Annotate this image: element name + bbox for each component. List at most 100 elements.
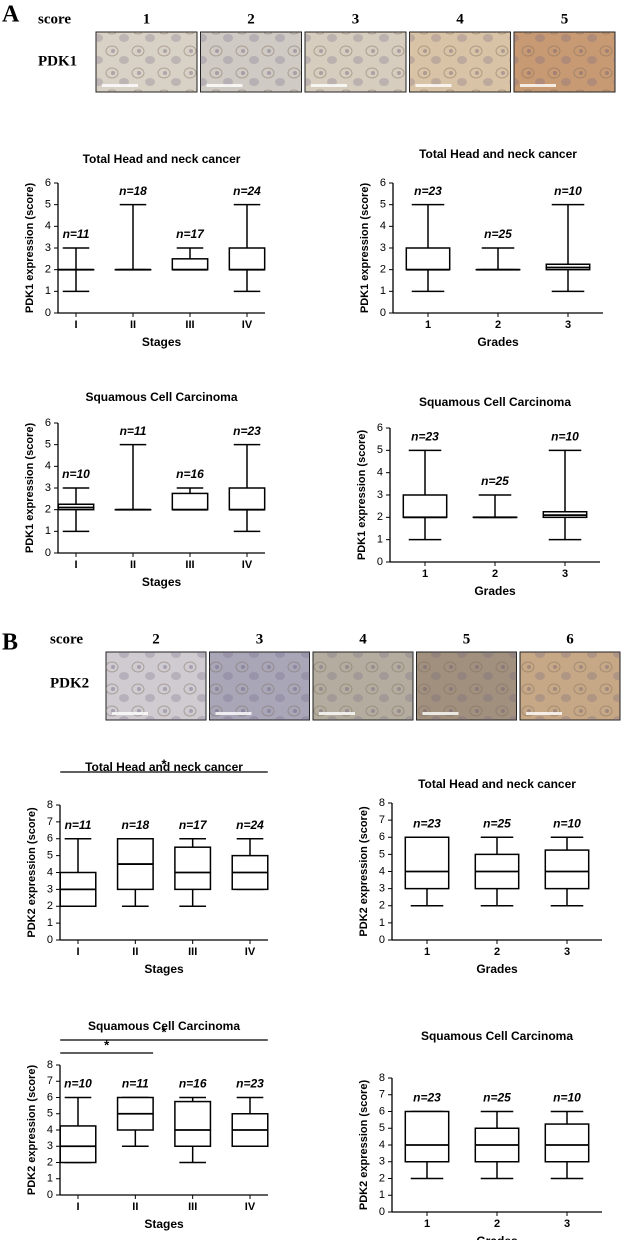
y-tick-label: 6 bbox=[379, 1105, 385, 1117]
score-label: 4 bbox=[456, 11, 464, 27]
y-axis-label: PDK2 expression (score) bbox=[26, 807, 38, 938]
chart-title: Total Head and neck cancer bbox=[419, 147, 577, 161]
scale-bar bbox=[112, 712, 148, 715]
y-tick-label: 5 bbox=[377, 444, 383, 456]
scale-bar bbox=[102, 84, 138, 87]
n-label: n=11 bbox=[122, 1077, 149, 1091]
x-axis-label: Grades bbox=[474, 584, 516, 598]
box bbox=[402, 494, 448, 519]
y-tick-label: 0 bbox=[380, 307, 386, 319]
y-tick-label: 2 bbox=[47, 900, 53, 912]
box bbox=[228, 247, 266, 271]
scale-bar bbox=[415, 84, 452, 87]
y-tick-label: 5 bbox=[45, 199, 51, 211]
y-tick-label: 4 bbox=[45, 460, 51, 472]
x-tick-label: III bbox=[188, 1201, 197, 1213]
x-tick-label: II bbox=[132, 1201, 138, 1213]
ihc-texture bbox=[416, 652, 517, 720]
n-label: n=17 bbox=[176, 227, 205, 241]
y-tick-label: 4 bbox=[377, 467, 383, 479]
x-axis-label: Stages bbox=[144, 962, 184, 976]
n-label: n=23 bbox=[414, 184, 442, 198]
score-label: 2 bbox=[152, 631, 160, 647]
y-tick-label: 1 bbox=[379, 917, 385, 929]
ihc-texture bbox=[520, 652, 620, 720]
score-label: 5 bbox=[561, 11, 569, 27]
n-label: n=16 bbox=[179, 1077, 207, 1091]
y-tick-label: 7 bbox=[379, 1089, 385, 1101]
x-tick-label: IV bbox=[245, 1201, 256, 1213]
x-tick-label: 3 bbox=[565, 319, 571, 331]
x-tick-label: I bbox=[76, 1201, 79, 1213]
x-tick-label: 3 bbox=[564, 946, 570, 958]
scale-bar bbox=[526, 712, 562, 715]
x-tick-label: IV bbox=[242, 319, 253, 331]
n-label: n=18 bbox=[119, 184, 147, 198]
y-tick-label: 8 bbox=[379, 797, 385, 809]
panel-label: B bbox=[2, 630, 18, 656]
x-tick-label: I bbox=[76, 946, 79, 958]
x-axis-label: Grades bbox=[477, 335, 519, 349]
y-tick-label: 6 bbox=[47, 1091, 53, 1103]
box-chart: Total Head and neck cancer 0 1 2 3 4 5 6 7 8 PDK2 … bbox=[26, 756, 269, 976]
y-tick-label: 3 bbox=[45, 242, 51, 254]
y-tick-label: 6 bbox=[379, 831, 385, 843]
y-tick-label: 5 bbox=[379, 1122, 385, 1134]
x-tick-label: III bbox=[185, 559, 194, 571]
x-tick-label: 3 bbox=[564, 1218, 570, 1230]
n-label: n=10 bbox=[553, 1091, 581, 1105]
y-tick-label: 1 bbox=[45, 285, 51, 297]
box bbox=[404, 1110, 450, 1163]
y-axis-label: PDK1 expression (score) bbox=[24, 423, 36, 554]
y-tick-label: 3 bbox=[379, 883, 385, 895]
score-label: 2 bbox=[247, 11, 255, 27]
n-label: n=11 bbox=[63, 227, 90, 241]
y-tick-label: 4 bbox=[45, 220, 51, 232]
score-header: score bbox=[50, 631, 83, 647]
y-tick-label: 2 bbox=[380, 264, 386, 276]
ihc-texture bbox=[305, 32, 406, 92]
x-tick-label: 2 bbox=[495, 319, 501, 331]
scale-bar bbox=[206, 84, 243, 87]
x-tick-label: II bbox=[130, 319, 136, 331]
ihc-texture bbox=[409, 32, 511, 92]
significance-label: * bbox=[161, 756, 167, 771]
box bbox=[174, 846, 212, 891]
n-label: n=25 bbox=[484, 227, 512, 241]
y-axis-label: PDK2 expression (score) bbox=[358, 806, 370, 937]
y-tick-label: 0 bbox=[379, 934, 385, 946]
y-tick-label: 8 bbox=[47, 1059, 53, 1071]
y-tick-label: 2 bbox=[379, 1172, 385, 1184]
y-axis-label: PDK2 expression (score) bbox=[26, 1065, 38, 1196]
n-label: n=23 bbox=[233, 424, 261, 438]
y-tick-label: 3 bbox=[379, 1156, 385, 1168]
x-tick-label: II bbox=[130, 559, 136, 571]
chart-title: Squamous Cell Carcinoma bbox=[85, 390, 237, 404]
chart-title: Squamous Cell Carcinoma bbox=[421, 1029, 573, 1043]
box bbox=[59, 1125, 97, 1164]
box bbox=[405, 247, 451, 271]
x-tick-label: 1 bbox=[425, 319, 431, 331]
score-label: 3 bbox=[256, 631, 264, 647]
box bbox=[228, 487, 266, 511]
y-tick-label: 1 bbox=[380, 285, 386, 297]
n-label: n=10 bbox=[551, 430, 579, 444]
y-tick-label: 5 bbox=[47, 1108, 53, 1120]
y-tick-label: 4 bbox=[380, 220, 386, 232]
n-label: n=24 bbox=[236, 818, 264, 832]
scale-bar bbox=[319, 712, 355, 715]
significance-label: * bbox=[161, 1024, 167, 1039]
ihc-texture bbox=[106, 652, 206, 720]
y-axis-label: PDK1 expression (score) bbox=[356, 430, 368, 561]
y-tick-label: 1 bbox=[45, 525, 51, 537]
x-tick-label: 2 bbox=[492, 568, 498, 580]
y-tick-label: 6 bbox=[47, 833, 53, 845]
n-label: n=16 bbox=[176, 467, 204, 481]
y-tick-label: 0 bbox=[45, 547, 51, 559]
box bbox=[171, 258, 209, 271]
y-tick-label: 2 bbox=[45, 504, 51, 516]
y-tick-label: 6 bbox=[45, 177, 51, 189]
y-tick-label: 5 bbox=[380, 199, 386, 211]
y-tick-label: 7 bbox=[47, 1075, 53, 1087]
y-tick-label: 3 bbox=[47, 883, 53, 895]
